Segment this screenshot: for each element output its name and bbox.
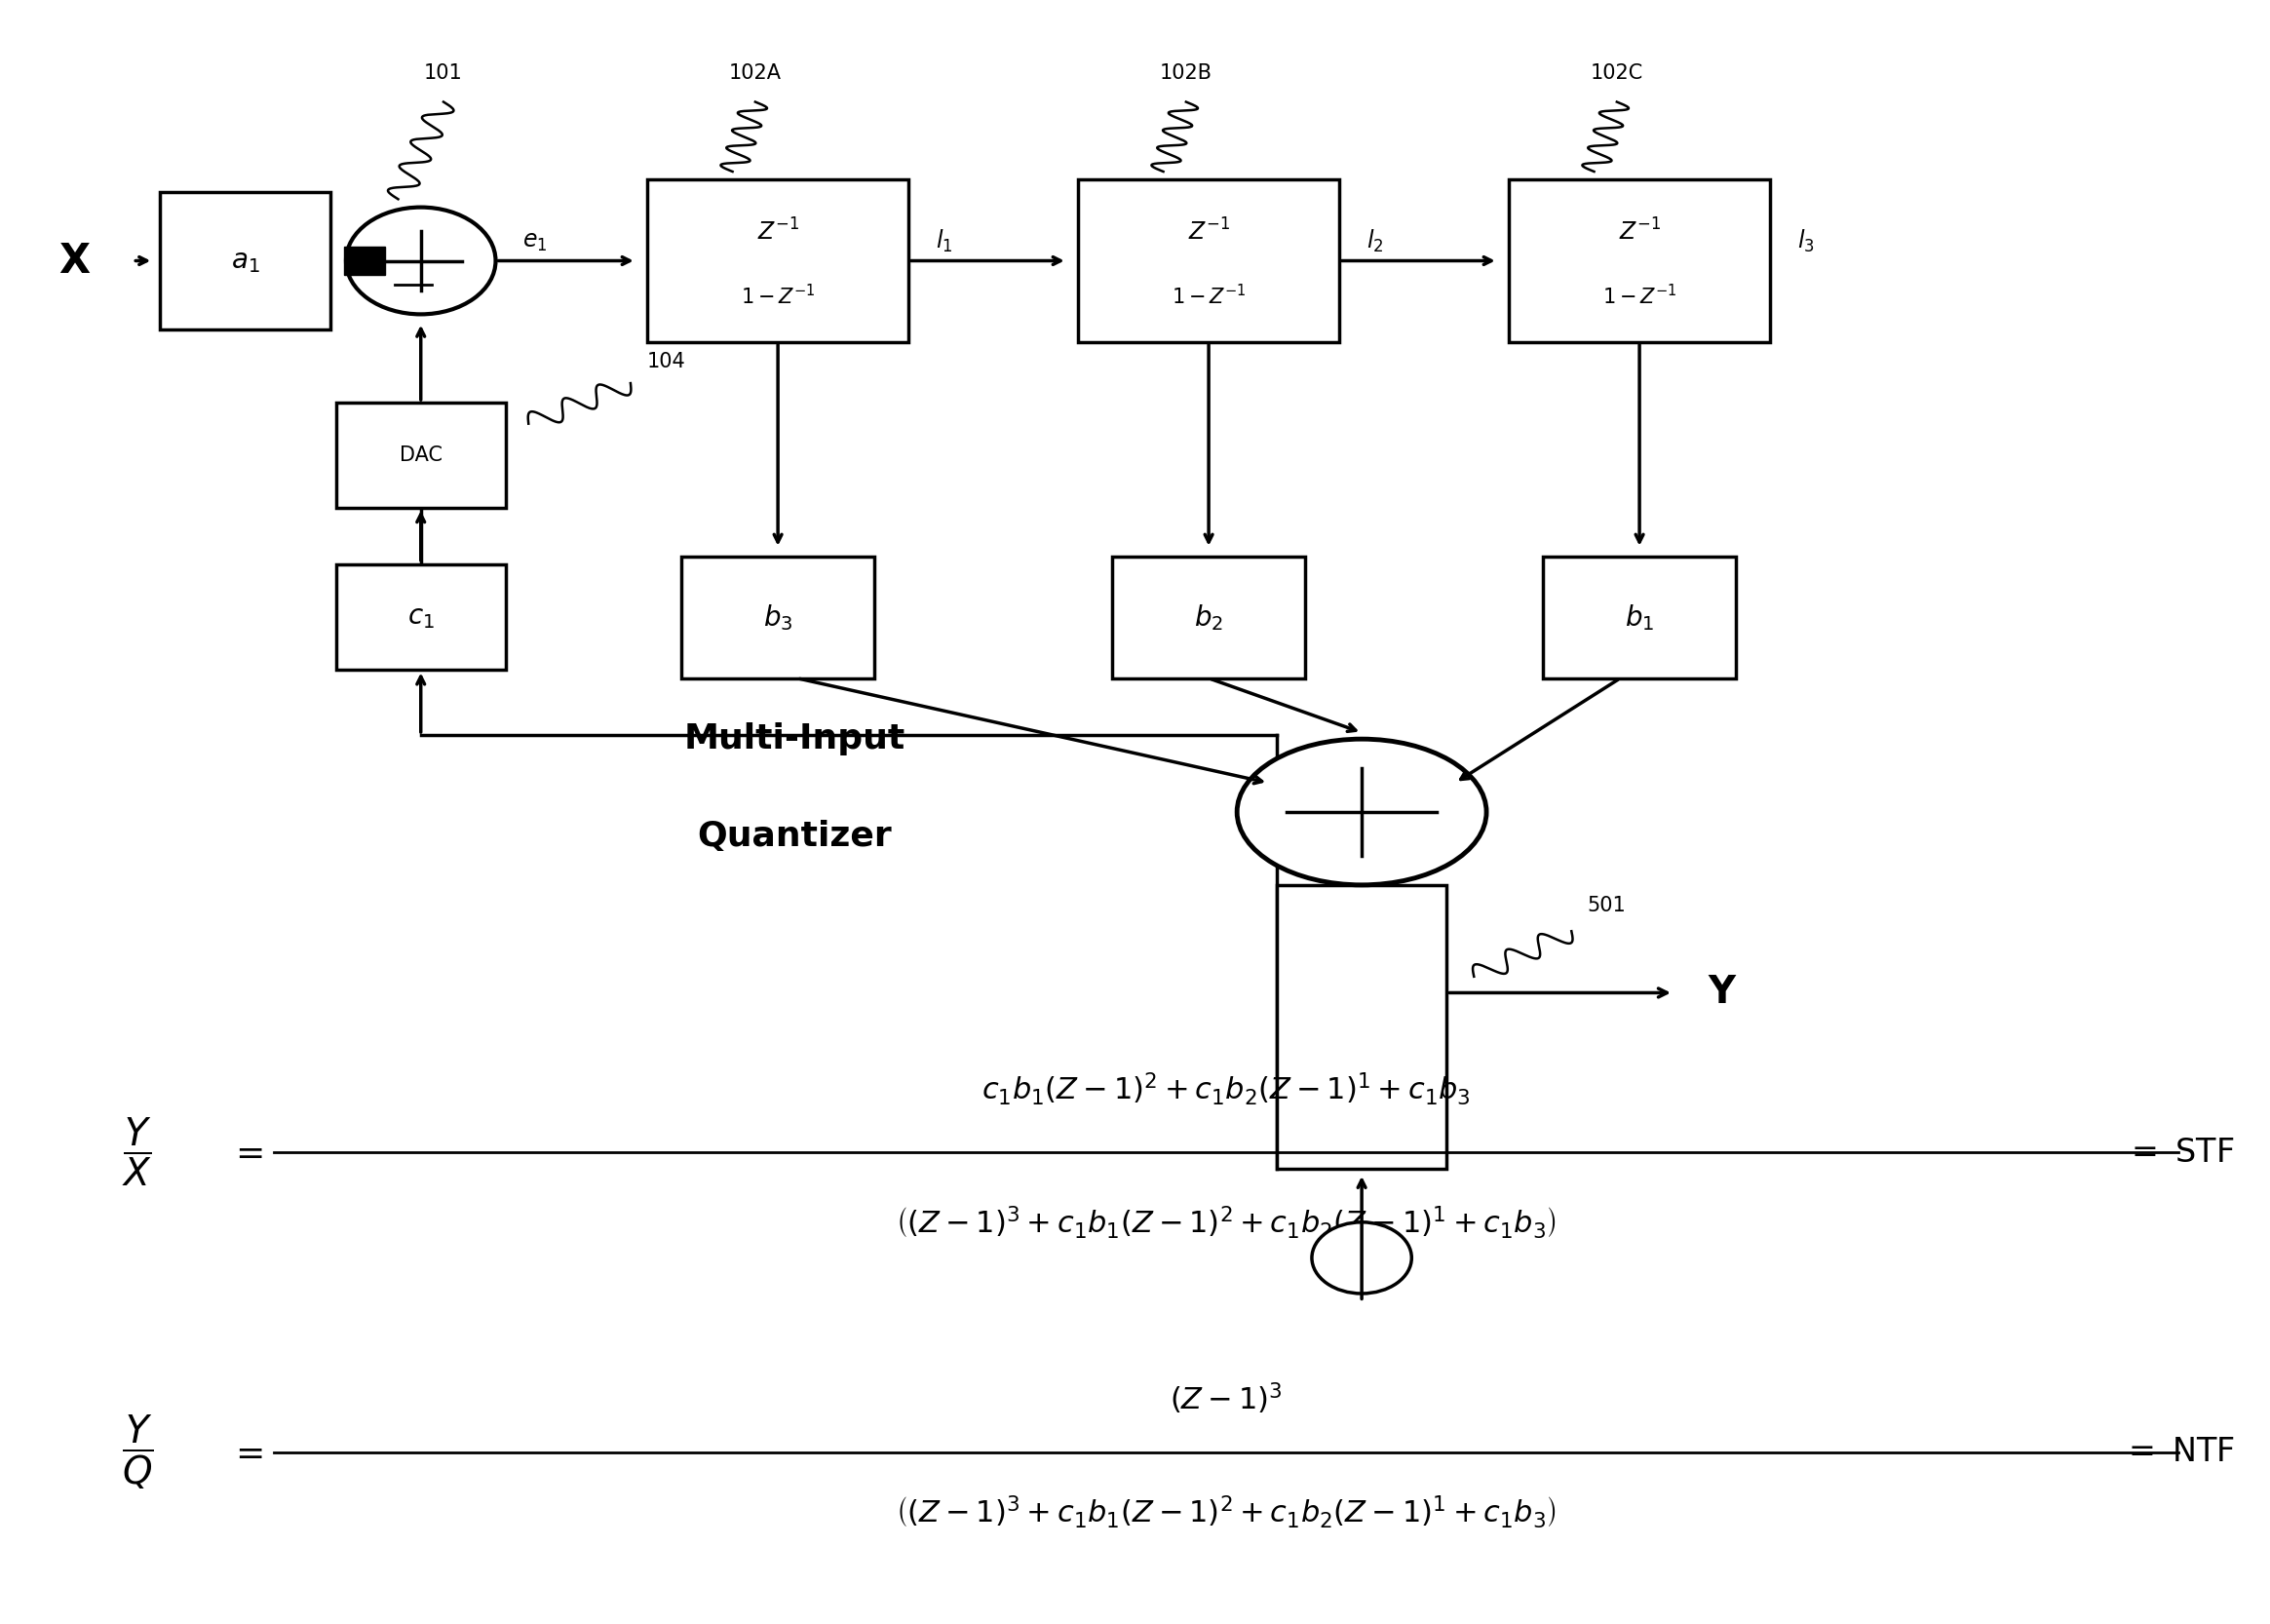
Text: $\mathbf{X}$: $\mathbf{X}$ [59,240,91,281]
Text: $(Z-1)^3$: $(Z-1)^3$ [1169,1380,1283,1416]
Text: $b_2$: $b_2$ [1194,603,1224,632]
Bar [681,557,874,679]
Text: 104: 104 [647,352,686,372]
Bar [343,247,384,276]
Text: $a_1$: $a_1$ [232,247,259,274]
Circle shape [345,208,495,315]
Circle shape [1312,1223,1412,1294]
Text: 101: 101 [424,63,463,83]
Text: $c_1$: $c_1$ [406,604,434,632]
Text: $1-Z^{-1}$: $1-Z^{-1}$ [1171,284,1246,309]
Text: $=$ STF: $=$ STF [2125,1137,2234,1169]
Bar [1510,180,1771,341]
Text: $b_1$: $b_1$ [1625,603,1655,632]
Bar [1544,557,1737,679]
Text: $Z^{-1}$: $Z^{-1}$ [1619,218,1659,245]
Bar [1078,180,1339,341]
Text: 102B: 102B [1160,63,1212,83]
Text: $1-Z^{-1}$: $1-Z^{-1}$ [740,284,815,309]
Text: $e_1$: $e_1$ [522,229,547,253]
Bar [1112,557,1305,679]
Text: $\left((Z-1)^3+c_1b_1(Z-1)^2+c_1b_2(Z-1)^1+c_1b_3\right)$: $\left((Z-1)^3+c_1b_1(Z-1)^2+c_1b_2(Z-1)… [894,1203,1555,1241]
Text: $l_1$: $l_1$ [935,227,953,255]
Text: $\left((Z-1)^3+c_1b_1(Z-1)^2+c_1b_2(Z-1)^1+c_1b_3\right)$: $\left((Z-1)^3+c_1b_1(Z-1)^2+c_1b_2(Z-1)… [894,1494,1555,1531]
Text: $=$: $=$ [227,1135,263,1169]
Text: 501: 501 [1587,895,1625,914]
Ellipse shape [1237,739,1487,885]
Text: $=$ NTF: $=$ NTF [2122,1436,2234,1468]
Text: $c_1b_1(Z-1)^2+c_1b_2(Z-1)^1+c_1b_3$: $c_1b_1(Z-1)^2+c_1b_2(Z-1)^1+c_1b_3$ [981,1070,1471,1108]
Text: $Q$: $Q$ [1353,1247,1371,1268]
Bar [1276,885,1446,1169]
Text: DAC: DAC [400,445,443,464]
Text: $Z^{-1}$: $Z^{-1}$ [1187,218,1230,245]
Text: $\mathbf{Y}$: $\mathbf{Y}$ [1707,974,1737,1012]
Text: 102C: 102C [1591,63,1643,83]
Text: $=$: $=$ [227,1436,263,1470]
Text: Multi-Input: Multi-Input [683,723,906,755]
Text: $Z^{-1}$: $Z^{-1}$ [756,218,799,245]
Text: Quantizer: Quantizer [697,820,892,853]
Bar [647,180,908,341]
Text: $\dfrac{Y}{X}$: $\dfrac{Y}{X}$ [123,1116,152,1189]
Text: $b_3$: $b_3$ [763,603,792,632]
Bar [336,403,506,508]
Text: $\dfrac{Y}{Q}$: $\dfrac{Y}{Q}$ [123,1413,154,1491]
Bar [336,565,506,671]
Bar [161,192,329,330]
Text: 102A: 102A [729,63,781,83]
Text: $1-Z^{-1}$: $1-Z^{-1}$ [1603,284,1678,309]
Text: $l_2$: $l_2$ [1367,227,1382,255]
Text: $l_3$: $l_3$ [1798,227,1814,255]
